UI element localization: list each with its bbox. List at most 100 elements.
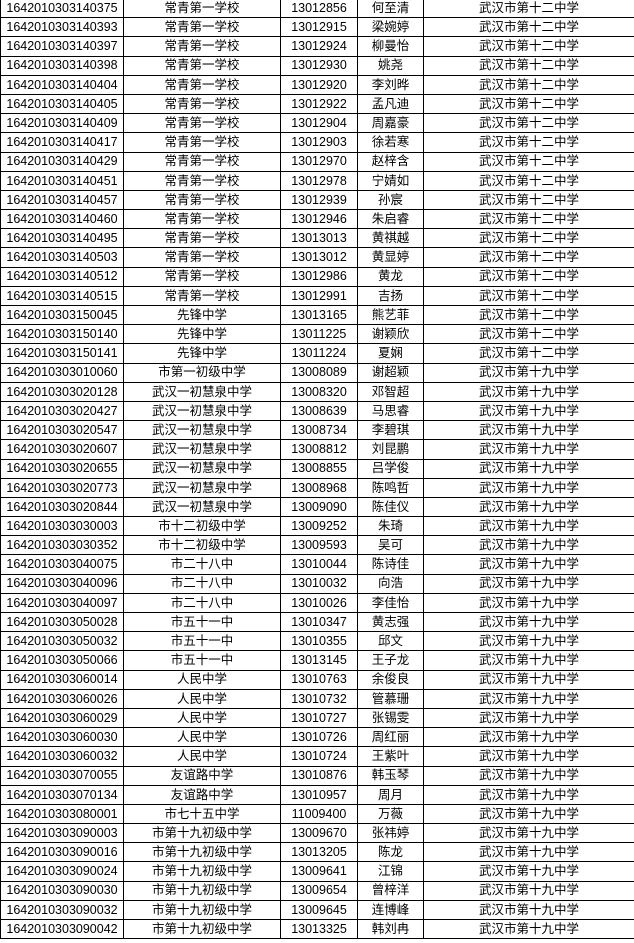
cell-origin-school: 市第一初级中学	[123, 362, 281, 383]
cell-exam-id: 1642010303060014	[0, 669, 124, 690]
cell-assigned-school: 武汉市第十九中学	[423, 420, 634, 441]
cell-assigned-school: 武汉市第十二中学	[423, 189, 634, 211]
cell-student-no: 13010355	[280, 631, 358, 652]
cell-exam-id: 1642010303090042	[0, 918, 124, 940]
cell-origin-school: 常青第一学校	[123, 93, 281, 115]
cell-assigned-school: 武汉市第十九中学	[423, 688, 634, 709]
cell-exam-id: 1642010303020607	[0, 439, 124, 460]
cell-student-name: 何至清	[357, 0, 424, 19]
cell-student-name: 江锦	[357, 861, 424, 882]
cell-origin-school: 武汉一初慧泉中学	[123, 496, 281, 518]
cell-exam-id: 1642010303090016	[0, 842, 124, 863]
cell-origin-school: 市第十九初级中学	[123, 880, 281, 901]
table-row: 1642010303150140 先锋中学 13011225 谢颖欣 武汉市第十二中学	[0, 324, 634, 345]
cell-assigned-school: 武汉市第十二中学	[423, 228, 634, 249]
cell-student-name: 马思睿	[357, 400, 424, 422]
table-row: 1642010303150141 先锋中学 13011224 夏娴 武汉市第十二中学	[0, 343, 634, 364]
table-row: 1642010303040096 市二十八中 13010032 向浩 武汉市第十九中学	[0, 573, 634, 594]
cell-assigned-school: 武汉市第十九中学	[423, 765, 634, 786]
cell-origin-school: 武汉一初慧泉中学	[123, 477, 281, 498]
table-row: 1642010303020844 武汉一初慧泉中学 13009090 陈佳仪 武汉市第十…	[0, 496, 634, 518]
cell-origin-school: 友谊路中学	[123, 784, 281, 805]
cell-student-no: 13008320	[280, 381, 358, 402]
table-row: 1642010303140393 常青第一学校 13012915 梁婉婷 武汉市第十二中…	[0, 17, 634, 38]
cell-origin-school: 先锋中学	[123, 324, 281, 345]
cell-exam-id: 1642010303140457	[0, 189, 124, 211]
cell-origin-school: 武汉一初慧泉中学	[123, 458, 281, 479]
cell-origin-school: 常青第一学校	[123, 170, 281, 191]
cell-exam-id: 1642010303040075	[0, 554, 124, 575]
cell-student-no: 13012922	[280, 93, 358, 115]
cell-student-no: 13013205	[280, 842, 358, 863]
table-row: 1642010303080001 市七十五中学 11009400 万薇 武汉市第十九中学	[0, 803, 634, 825]
cell-origin-school: 市五十一中	[123, 611, 281, 633]
cell-student-name: 夏娴	[357, 343, 424, 364]
table-row: 1642010303090003 市第十九初级中学 13009670 张祎婷 武汉市第十…	[0, 823, 634, 844]
cell-origin-school: 常青第一学校	[123, 189, 281, 211]
cell-origin-school: 常青第一学校	[123, 74, 281, 95]
cell-exam-id: 1642010303050066	[0, 650, 124, 671]
table-row: 1642010303020128 武汉一初慧泉中学 13008320 邓智超 武汉市第十…	[0, 381, 634, 402]
cell-student-no: 13011224	[280, 343, 358, 364]
cell-student-no: 13009670	[280, 823, 358, 844]
cell-exam-id: 1642010303150141	[0, 343, 124, 364]
cell-student-name: 管慕珊	[357, 688, 424, 709]
cell-student-name: 柳曼怡	[357, 36, 424, 57]
cell-student-no: 13010727	[280, 707, 358, 729]
cell-assigned-school: 武汉市第十二中学	[423, 93, 634, 115]
cell-student-name: 徐若寒	[357, 132, 424, 153]
cell-exam-id: 1642010303150045	[0, 304, 124, 326]
cell-origin-school: 先锋中学	[123, 343, 281, 364]
cell-exam-id: 1642010303090024	[0, 861, 124, 882]
cell-student-no: 13012856	[280, 0, 358, 19]
cell-assigned-school: 武汉市第十九中学	[423, 611, 634, 633]
table-row: 1642010303020427 武汉一初慧泉中学 13008639 马思睿 武汉市第十…	[0, 400, 634, 422]
cell-student-name: 黄祺越	[357, 228, 424, 249]
cell-student-name: 孟凡迪	[357, 93, 424, 115]
cell-origin-school: 人民中学	[123, 669, 281, 690]
cell-exam-id: 1642010303060029	[0, 707, 124, 729]
cell-student-name: 吉扬	[357, 285, 424, 307]
cell-exam-id: 1642010303030003	[0, 516, 124, 537]
table-row: 1642010303090032 市第十九初级中学 13009645 连博峰 武汉市第十…	[0, 899, 634, 921]
cell-assigned-school: 武汉市第十二中学	[423, 113, 634, 134]
cell-exam-id: 1642010303140451	[0, 170, 124, 191]
table-row: 1642010303140375 常青第一学校 13012856 何至清 武汉市第十二中…	[0, 0, 634, 19]
cell-student-no: 13009593	[280, 535, 358, 556]
cell-origin-school: 市二十八中	[123, 573, 281, 594]
table-row: 1642010303060030 人民中学 13010726 周红丽 武汉市第十九中学	[0, 727, 634, 748]
cell-student-no: 13013325	[280, 918, 358, 940]
cell-exam-id: 1642010303020547	[0, 420, 124, 441]
cell-exam-id: 1642010303140512	[0, 266, 124, 287]
cell-assigned-school: 武汉市第十九中学	[423, 362, 634, 383]
cell-assigned-school: 武汉市第十二中学	[423, 247, 634, 268]
cell-assigned-school: 武汉市第十九中学	[423, 880, 634, 901]
cell-assigned-school: 武汉市第十二中学	[423, 36, 634, 57]
cell-origin-school: 武汉一初慧泉中学	[123, 400, 281, 422]
cell-student-name: 韩刘冉	[357, 918, 424, 940]
cell-student-no: 13012904	[280, 113, 358, 134]
cell-student-no: 13009252	[280, 516, 358, 537]
cell-assigned-school: 武汉市第十九中学	[423, 746, 634, 767]
cell-origin-school: 市二十八中	[123, 592, 281, 614]
table-row: 1642010303070055 友谊路中学 13010876 韩玉琴 武汉市第十九中学	[0, 765, 634, 786]
table-row: 1642010303060014 人民中学 13010763 余俊良 武汉市第十九中学	[0, 669, 634, 690]
cell-student-no: 13010763	[280, 669, 358, 690]
cell-student-name: 谢颖欣	[357, 324, 424, 345]
cell-student-name: 黄龙	[357, 266, 424, 287]
cell-exam-id: 1642010303020655	[0, 458, 124, 479]
cell-student-no: 13008639	[280, 400, 358, 422]
table-row: 1642010303040075 市二十八中 13010044 陈诗佳 武汉市第十九中学	[0, 554, 634, 575]
cell-student-name: 韩玉琴	[357, 765, 424, 786]
cell-origin-school: 市五十一中	[123, 650, 281, 671]
cell-student-name: 吕学俊	[357, 458, 424, 479]
table-row: 1642010303150045 先锋中学 13013165 熊艺菲 武汉市第十二中学	[0, 304, 634, 326]
cell-exam-id: 1642010303140405	[0, 93, 124, 115]
cell-origin-school: 市第十九初级中学	[123, 918, 281, 940]
cell-exam-id: 1642010303060026	[0, 688, 124, 709]
table-row: 1642010303140512 常青第一学校 13012986 黄龙 武汉市第十二中学	[0, 266, 634, 287]
cell-origin-school: 武汉一初慧泉中学	[123, 420, 281, 441]
cell-origin-school: 常青第一学校	[123, 209, 281, 230]
table-row: 1642010303140457 常青第一学校 13012939 孙宸 武汉市第十二中学	[0, 189, 634, 211]
table-row: 1642010303050028 市五十一中 13010347 黄志强 武汉市第十九中学	[0, 611, 634, 633]
